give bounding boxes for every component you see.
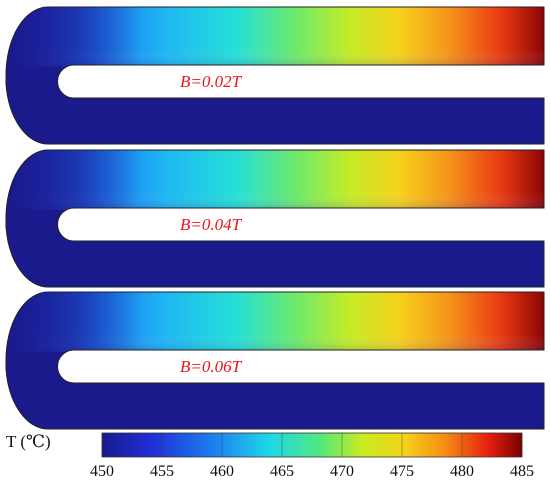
colorbar-tick-label: 460 xyxy=(210,463,234,480)
panel-2: B=0.04T xyxy=(5,149,545,288)
panel-label: B=0.06T xyxy=(180,357,243,376)
colorbar-tick-label: 480 xyxy=(450,463,474,480)
panel-1: B=0.02T xyxy=(5,6,545,145)
colorbar-tick-label: 465 xyxy=(270,463,294,480)
colorbar-tick-label: 485 xyxy=(510,463,534,480)
colorbar-title: T (℃) xyxy=(6,432,51,451)
colorbar-ticks: 450 455 460 465 470 475 480 485 xyxy=(90,433,534,480)
panel-label: B=0.04T xyxy=(180,215,243,234)
colorbar-gradient xyxy=(101,432,523,458)
panel-3: B=0.06T xyxy=(5,291,545,430)
colorbar-tick-label: 455 xyxy=(150,463,174,480)
colorbar-tick-label: 475 xyxy=(390,463,414,480)
colorbar-tick-label: 470 xyxy=(330,463,354,480)
panels-layer: B=0.02T B=0.04T B=0.06T xyxy=(5,6,545,430)
colorbar: T (℃) 450 455 460 465 470 475 480 485 xyxy=(6,432,534,480)
panel-label: B=0.02T xyxy=(180,72,243,91)
colorbar-tick-label: 450 xyxy=(90,463,114,480)
